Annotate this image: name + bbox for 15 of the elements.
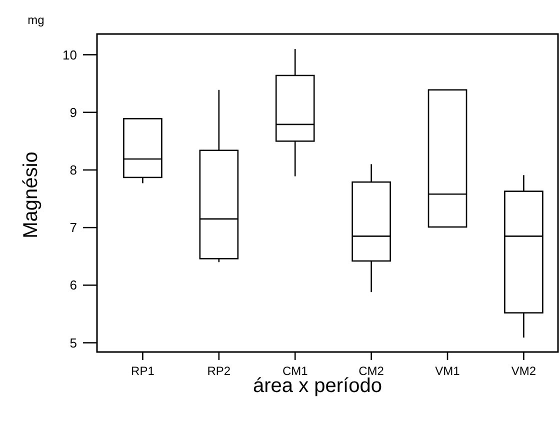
text: mg	[28, 13, 44, 27]
y-tick-label: 5	[70, 335, 77, 350]
x-tick-label: CM1	[282, 364, 308, 378]
x-tick-label: RP1	[131, 364, 155, 378]
x-tick-label: CM2	[358, 364, 384, 378]
y-tick-label: 9	[70, 104, 77, 120]
y-tick-label: 6	[70, 278, 77, 293]
x-axis-title: área x período	[253, 375, 382, 397]
x-tick-label: RP2	[207, 364, 231, 378]
y-tick-label: 7	[70, 220, 77, 236]
x-tick-label: VM1	[435, 364, 460, 378]
y-axis-title: Magnésio	[20, 152, 42, 238]
y-tick-label: 10	[62, 47, 77, 62]
x-tick-label: VM2	[511, 364, 536, 378]
y-tick-label: 8	[70, 162, 77, 178]
